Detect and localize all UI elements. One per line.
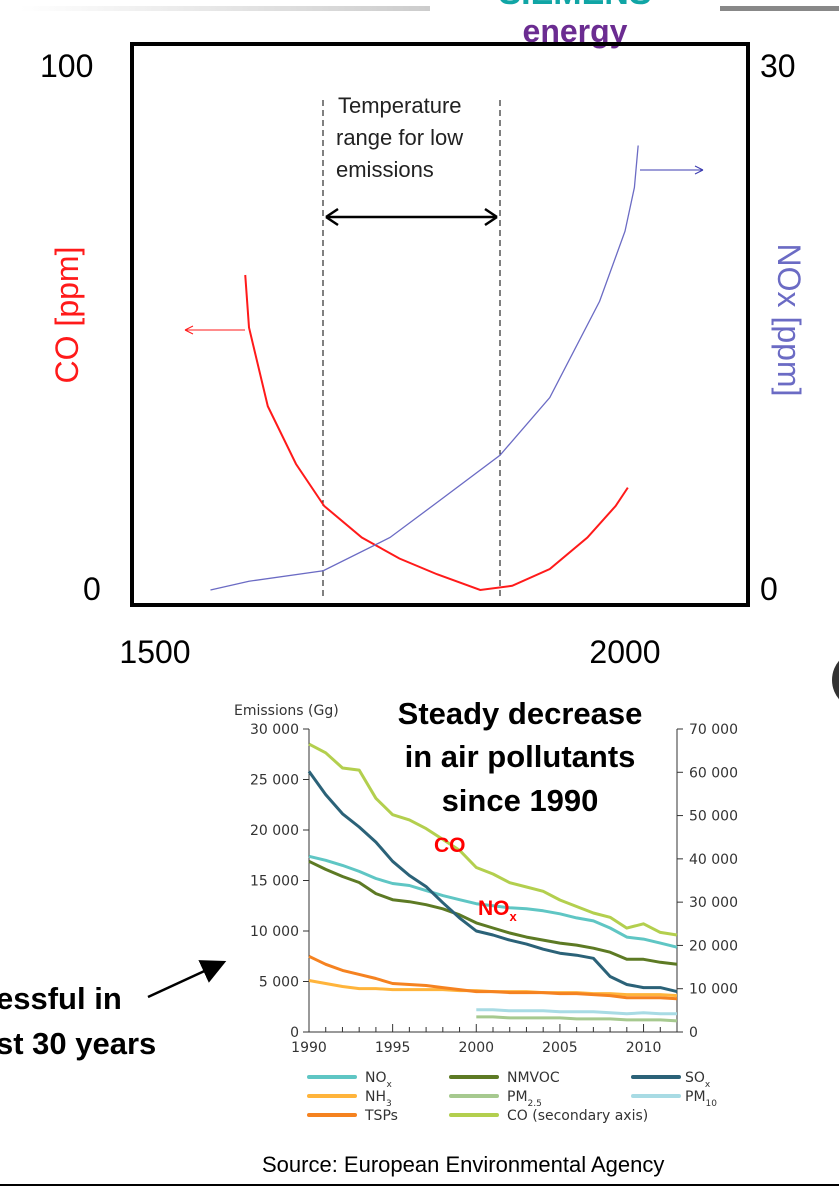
- x-tick-label: 2000: [458, 1040, 494, 1056]
- y2-tick-label: 50 000: [689, 809, 738, 825]
- combustion-chart: 100 0 30 0 1500 2000 CO [ppm] NOx [ppm] …: [40, 42, 807, 670]
- y2-tick-0: 0: [760, 571, 778, 607]
- y-tick-label: 0: [290, 1025, 299, 1041]
- x-tick-label: 1990: [291, 1040, 327, 1056]
- legend-label: CO (secondary axis): [507, 1108, 648, 1124]
- nox-axis-arrow: [640, 165, 704, 175]
- y-tick-100: 100: [40, 48, 93, 84]
- y-tick-label: 25 000: [250, 773, 299, 789]
- x-tick-label: 1995: [375, 1040, 411, 1056]
- y-axis-label: CO [ppm]: [49, 247, 85, 384]
- co-curve: [244, 274, 629, 592]
- legend-item-pm10: PM10: [631, 1089, 717, 1109]
- logo-top: SIEMENS: [498, 0, 651, 12]
- nox-curve: [210, 145, 639, 591]
- nav-circle-button[interactable]: [832, 650, 839, 710]
- side-text-line2: st 30 years: [0, 1026, 156, 1061]
- nox-label: NOx: [478, 897, 518, 924]
- range-double-arrow: [325, 207, 498, 227]
- legend-label: PM10: [685, 1089, 717, 1109]
- y-tick-0: 0: [83, 571, 101, 607]
- y2-tick-label: 30 000: [689, 895, 738, 911]
- header-bar: SIEMENS energy: [20, 0, 839, 49]
- y-tick-label: 30 000: [250, 722, 299, 738]
- series-line-pm10: [476, 1008, 677, 1016]
- y2-axis-label: NOx [ppm]: [771, 244, 807, 397]
- legend-label: TSPs: [364, 1108, 398, 1124]
- y2-tick-label: 70 000: [689, 722, 738, 738]
- chart-title-line3: since 1990: [442, 783, 599, 818]
- legend-item-pm25: PM2.5: [449, 1089, 542, 1109]
- legend-item-sox: SOx: [631, 1070, 711, 1090]
- legend-label: NH3: [365, 1089, 392, 1109]
- source-text: Source: European Environmental Agency: [262, 1152, 664, 1177]
- series-line-sox: [307, 770, 678, 994]
- y-tick-label: 10 000: [250, 924, 299, 940]
- y-tick-label: 20 000: [250, 823, 299, 839]
- legend-label: PM2.5: [507, 1089, 542, 1109]
- series-line-nox: [308, 854, 678, 949]
- series-line-co2: [308, 742, 678, 937]
- header-line-left: [20, 6, 430, 11]
- y2-tick-label: 10 000: [689, 982, 738, 998]
- y2-tick-30: 30: [760, 48, 796, 84]
- legend-item-tsp: TSPs: [307, 1108, 398, 1124]
- series-line-tsp: [308, 954, 678, 1001]
- chart-title-line2: in air pollutants: [405, 739, 636, 774]
- y-axis-label: Emissions (Gg): [234, 703, 339, 719]
- plot-frame: [130, 42, 750, 607]
- legend-item-nox: NOx: [307, 1070, 393, 1090]
- annotation-line3: emissions: [336, 157, 434, 182]
- legend-label: SOx: [685, 1070, 711, 1090]
- y2-tick-label: 20 000: [689, 938, 738, 954]
- legend-label: NMVOC: [507, 1070, 560, 1086]
- chart-title-line1: Steady decrease: [398, 696, 643, 731]
- y2-tick-label: 0: [689, 1025, 698, 1041]
- x-tick-2000: 2000: [589, 634, 660, 670]
- y2-tick-label: 60 000: [689, 765, 738, 781]
- legend-label: NOx: [365, 1070, 393, 1090]
- annotation-line1: Temperature: [338, 93, 462, 118]
- pointer-arrow: [147, 960, 227, 999]
- series-line-nmvoc: [308, 859, 678, 966]
- x-tick-label: 2010: [626, 1040, 662, 1056]
- emissions-chart: Emissions (Gg) 0 5 000 10 000 15 000 20 000 2…: [234, 696, 738, 1124]
- annotation-line2: range for low: [336, 125, 463, 150]
- legend-item-nmvoc: NMVOC: [449, 1070, 560, 1086]
- legend-item-nh3: NH3: [307, 1089, 392, 1109]
- x-tick-1500: 1500: [119, 634, 190, 670]
- legend-item-co2: CO (secondary axis): [449, 1108, 648, 1124]
- series-line-pm25: [476, 1015, 678, 1023]
- y-tick-label: 15 000: [250, 874, 299, 890]
- x-tick-label: 2005: [542, 1040, 578, 1056]
- side-text-line1: essful in: [0, 981, 122, 1016]
- co-label: CO: [434, 834, 466, 857]
- co-axis-arrow: [184, 325, 245, 335]
- y-tick-label: 5 000: [259, 975, 299, 991]
- y2-tick-label: 40 000: [689, 852, 738, 868]
- header-line-right: [720, 6, 839, 11]
- legend: NOx NMVOC SOx NH3 PM2.5 PM10 TSPs CO (secondary…: [307, 1070, 717, 1124]
